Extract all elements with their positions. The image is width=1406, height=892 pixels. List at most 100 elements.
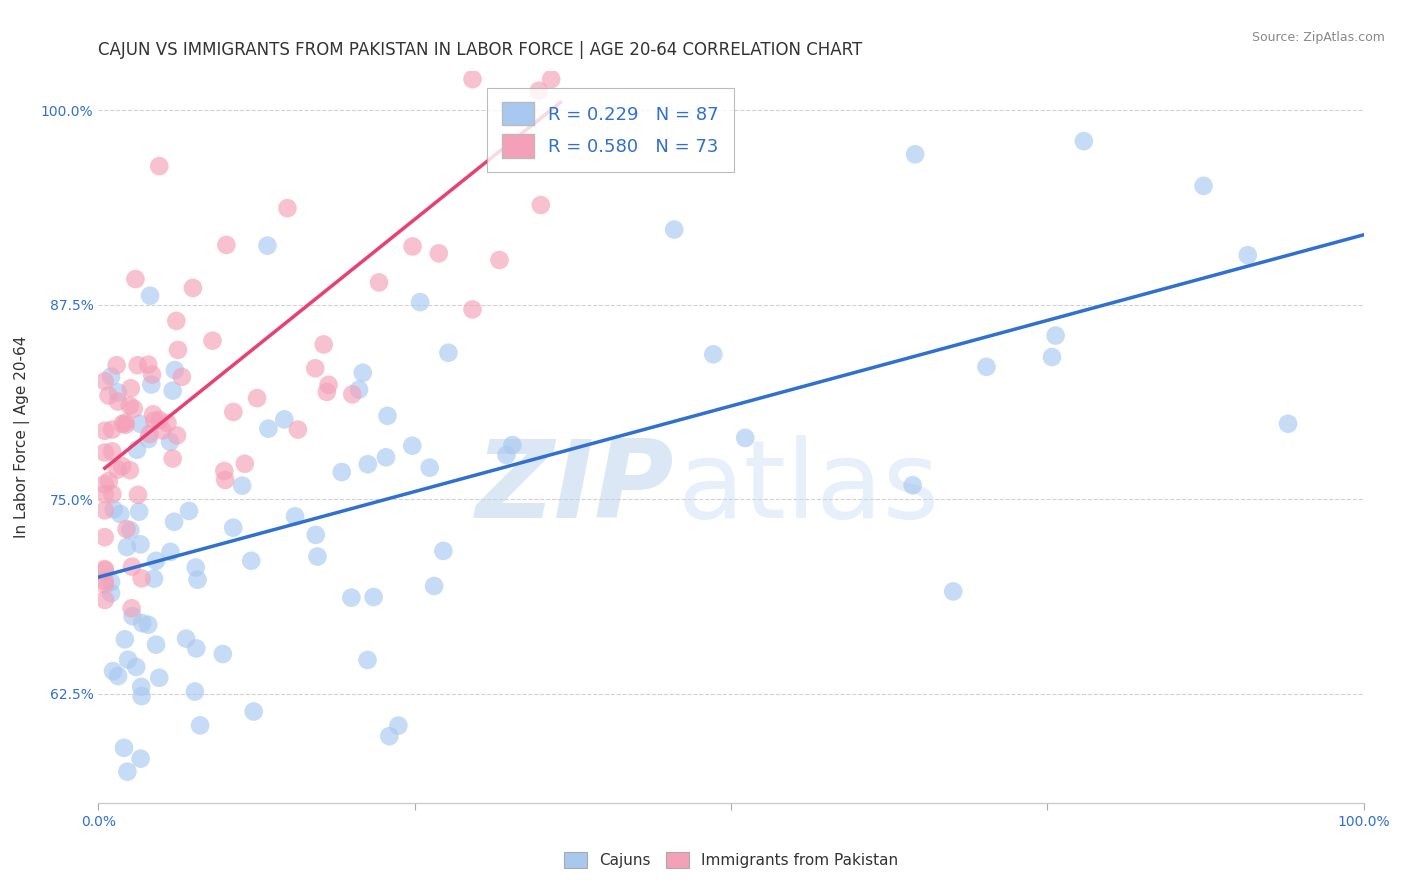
Point <box>304 361 326 376</box>
Point <box>101 664 124 678</box>
Point <box>942 584 965 599</box>
Point <box>246 391 269 405</box>
Point <box>110 507 132 521</box>
Point <box>114 632 136 647</box>
Point <box>128 505 150 519</box>
Point <box>305 528 328 542</box>
Point <box>148 413 170 427</box>
Point <box>94 593 117 607</box>
Point <box>375 450 398 465</box>
Point <box>901 478 924 492</box>
Point <box>1040 350 1063 364</box>
Text: CAJUN VS IMMIGRANTS FROM PAKISTAN IN LABOR FORCE | AGE 20-64 CORRELATION CHART: CAJUN VS IMMIGRANTS FROM PAKISTAN IN LAB… <box>98 41 863 59</box>
Point <box>101 444 124 458</box>
Point <box>357 457 380 471</box>
Point <box>734 431 756 445</box>
Point <box>356 653 378 667</box>
Point <box>256 238 278 252</box>
Point <box>188 718 211 732</box>
Point <box>530 198 553 212</box>
Point <box>142 408 165 422</box>
Point <box>419 460 441 475</box>
Point <box>437 345 460 359</box>
Point <box>184 684 207 698</box>
Point <box>184 560 207 574</box>
Point <box>240 554 263 568</box>
Point <box>121 609 143 624</box>
Point <box>307 549 329 564</box>
Point <box>145 554 167 568</box>
Point <box>401 239 423 253</box>
Point <box>174 632 197 646</box>
Point <box>276 201 298 215</box>
Point <box>432 544 454 558</box>
Point <box>201 334 224 348</box>
Point <box>124 272 146 286</box>
Point <box>177 504 200 518</box>
Point <box>129 752 152 766</box>
Point <box>131 689 153 703</box>
Point <box>115 522 138 536</box>
Point <box>340 591 363 605</box>
Point <box>166 428 188 442</box>
Point <box>138 427 160 442</box>
Point <box>401 439 423 453</box>
Point <box>312 337 335 351</box>
Point <box>347 383 370 397</box>
Point <box>702 347 724 361</box>
Point <box>315 384 337 399</box>
Point <box>976 359 998 374</box>
Point <box>330 465 353 479</box>
Point <box>287 423 309 437</box>
Point <box>97 388 120 402</box>
Point <box>93 477 117 491</box>
Point <box>107 669 129 683</box>
Point <box>93 577 117 591</box>
Point <box>93 530 117 544</box>
Point <box>273 412 295 426</box>
Point <box>122 401 145 416</box>
Point <box>222 405 245 419</box>
Point <box>352 366 374 380</box>
Point <box>387 718 409 732</box>
Point <box>129 537 152 551</box>
Point <box>100 369 122 384</box>
Point <box>107 394 129 409</box>
Point <box>139 288 162 302</box>
Point <box>1192 178 1215 193</box>
Point <box>423 579 446 593</box>
Point <box>93 424 117 438</box>
Point <box>242 705 264 719</box>
Point <box>131 616 153 631</box>
Text: Source: ZipAtlas.com: Source: ZipAtlas.com <box>1251 31 1385 45</box>
Point <box>111 417 134 431</box>
Point <box>368 276 391 290</box>
Point <box>120 523 142 537</box>
Point <box>501 438 523 452</box>
Point <box>127 488 149 502</box>
Point <box>1045 328 1067 343</box>
Point <box>214 473 236 487</box>
Point <box>181 281 204 295</box>
Y-axis label: In Labor Force | Age 20-64: In Labor Force | Age 20-64 <box>14 336 30 538</box>
Point <box>129 417 152 431</box>
Point <box>377 409 399 423</box>
Point <box>427 246 450 260</box>
Point <box>363 590 385 604</box>
Point <box>342 387 364 401</box>
Point <box>111 459 134 474</box>
Point <box>527 84 550 98</box>
Point <box>284 509 307 524</box>
Point <box>93 374 117 388</box>
Point <box>141 377 163 392</box>
Point <box>100 586 122 600</box>
Point <box>136 617 159 632</box>
Point <box>125 660 148 674</box>
Point <box>495 448 517 462</box>
Point <box>114 417 136 432</box>
Point <box>1073 134 1095 148</box>
Point <box>257 422 280 436</box>
Point <box>222 521 245 535</box>
Point <box>97 474 120 488</box>
Point <box>93 487 117 501</box>
